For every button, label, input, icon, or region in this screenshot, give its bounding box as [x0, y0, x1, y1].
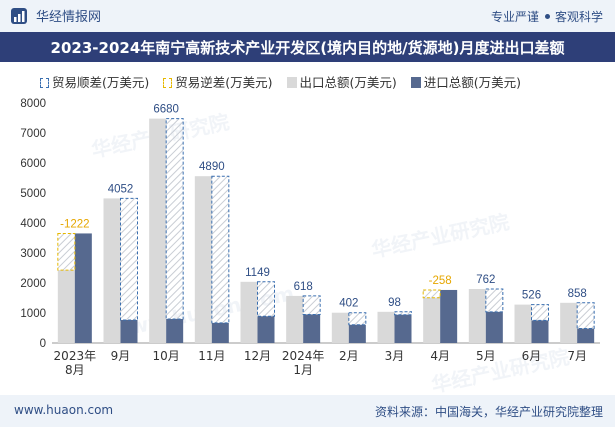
balance-data-label: 6680: [153, 104, 179, 116]
balance-data-label: 402: [339, 298, 358, 310]
y-tick-label: 4000: [20, 218, 46, 230]
huajing-logo-icon: [11, 8, 27, 24]
legend-swatch-deficit: [163, 78, 173, 88]
slogan-right: 客观科学: [554, 10, 603, 24]
x-tick-label: 2023年: [54, 349, 97, 363]
surplus-bar: [120, 197, 138, 321]
x-tick-label: 10月: [153, 349, 180, 363]
legend-label-deficit: 贸易逆差(万美元): [175, 75, 273, 90]
x-tick-label: 2024年: [282, 349, 325, 363]
export-bar: [331, 312, 349, 343]
balance-data-label: 4052: [108, 183, 134, 195]
import-bar: [303, 314, 321, 343]
footer-bar: www.huaon.com 资料来源：中国海关，华经产业研究院整理: [0, 395, 615, 427]
balance-data-label: 98: [388, 297, 401, 309]
balance-data-label: 4890: [199, 161, 225, 173]
legend-swatch-surplus: [40, 78, 49, 88]
import-bar: [440, 289, 458, 343]
export-bar: [240, 281, 258, 343]
legend-label-import: 进口总额(万美元): [423, 75, 522, 90]
legend-label-export: 出口总额(万美元): [299, 75, 397, 90]
deficit-bar: [422, 289, 441, 299]
x-tick-label: 5月: [476, 349, 496, 363]
x-tick-label: 11月: [198, 349, 225, 363]
surplus-bar: [348, 312, 367, 326]
import-bar: [211, 322, 229, 343]
import-bar: [577, 328, 595, 343]
legend-swatch-export: [286, 77, 297, 88]
balance-data-label: 858: [568, 288, 587, 300]
y-tick-label: 6000: [20, 158, 46, 170]
export-bar: [194, 176, 212, 343]
export-bar: [560, 302, 578, 343]
import-bar: [166, 319, 184, 343]
legend-item-deficit: 贸易逆差(万美元): [163, 72, 273, 91]
export-bar: [468, 289, 486, 343]
y-tick-label: 7000: [20, 128, 46, 140]
x-tick-label: 2月: [339, 349, 359, 363]
import-bar: [120, 319, 138, 343]
deficit-bar: [57, 232, 76, 271]
x-tick-label: 1月: [293, 363, 313, 377]
export-bar: [57, 270, 75, 343]
x-tick-label: 6月: [522, 349, 542, 363]
legend-item-import: 进口总额(万美元): [410, 72, 522, 91]
legend-item-surplus: 贸易顺差(万美元): [40, 72, 149, 91]
y-tick-label: 5000: [20, 188, 46, 200]
y-tick-label: 8000: [20, 98, 46, 110]
legend-label-surplus: 贸易顺差(万美元): [52, 75, 150, 90]
top-bar: 华经情报网 专业严谨 客观科学: [0, 0, 615, 32]
export-bar: [286, 295, 304, 343]
y-tick-label: 0: [40, 338, 46, 350]
surplus-bar: [165, 118, 184, 320]
slogan-left: 专业严谨: [490, 10, 539, 24]
site-url: www.huaon.com: [14, 403, 114, 417]
surplus-bar: [302, 295, 321, 315]
brand-name: 华经情报网: [36, 10, 102, 25]
surplus-bar: [531, 304, 549, 321]
surplus-bar: [211, 175, 230, 324]
surplus-bar: [257, 281, 275, 317]
x-tick-label: 4月: [430, 349, 450, 363]
export-bar: [103, 198, 121, 343]
import-bar: [348, 324, 366, 343]
balance-data-label: 762: [476, 274, 495, 286]
title-bar: 2023-2024年南宁高新技术产业开发区(境内目的地/货源地)月度进出口差额: [0, 32, 615, 62]
balance-data-label: -1222: [60, 218, 89, 230]
surplus-bar: [394, 311, 412, 316]
export-bar: [149, 118, 167, 343]
dot-icon: [544, 14, 550, 19]
surplus-bar: [485, 288, 504, 313]
import-bar: [485, 311, 503, 343]
legend-item-export: 出口总额(万美元): [286, 72, 397, 91]
export-bar: [377, 311, 395, 343]
surplus-bar: [576, 302, 595, 330]
legend: 贸易顺差(万美元) 贸易逆差(万美元) 出口总额(万美元) 进口总额(万美元): [40, 72, 531, 91]
y-tick-label: 3000: [20, 248, 46, 260]
balance-data-label: 1149: [245, 267, 270, 279]
y-tick-label: 2000: [20, 278, 46, 290]
export-bar: [514, 304, 532, 343]
x-tick-label: 3月: [385, 349, 405, 363]
legend-swatch-import: [410, 77, 421, 88]
balance-data-label: 618: [294, 281, 313, 293]
balance-data-label: -258: [429, 275, 452, 287]
chart-title: 2023-2024年南宁高新技术产业开发区(境内目的地/货源地)月度进出口差额: [50, 39, 565, 57]
x-tick-label: 12月: [244, 349, 271, 363]
slogan: 专业严谨 客观科学: [491, 8, 603, 25]
import-bar: [257, 316, 275, 343]
x-tick-label: 8月: [65, 363, 85, 377]
x-tick-label: 7月: [567, 349, 587, 363]
y-tick-label: 1000: [20, 308, 46, 320]
import-bar: [531, 320, 549, 343]
data-source: 资料来源：中国海关，华经产业研究院整理: [374, 405, 603, 419]
x-tick-label: 9月: [111, 349, 131, 363]
import-bar: [394, 314, 412, 343]
export-bar: [423, 297, 441, 343]
balance-data-label: 526: [522, 290, 541, 302]
import-bar: [74, 233, 92, 343]
